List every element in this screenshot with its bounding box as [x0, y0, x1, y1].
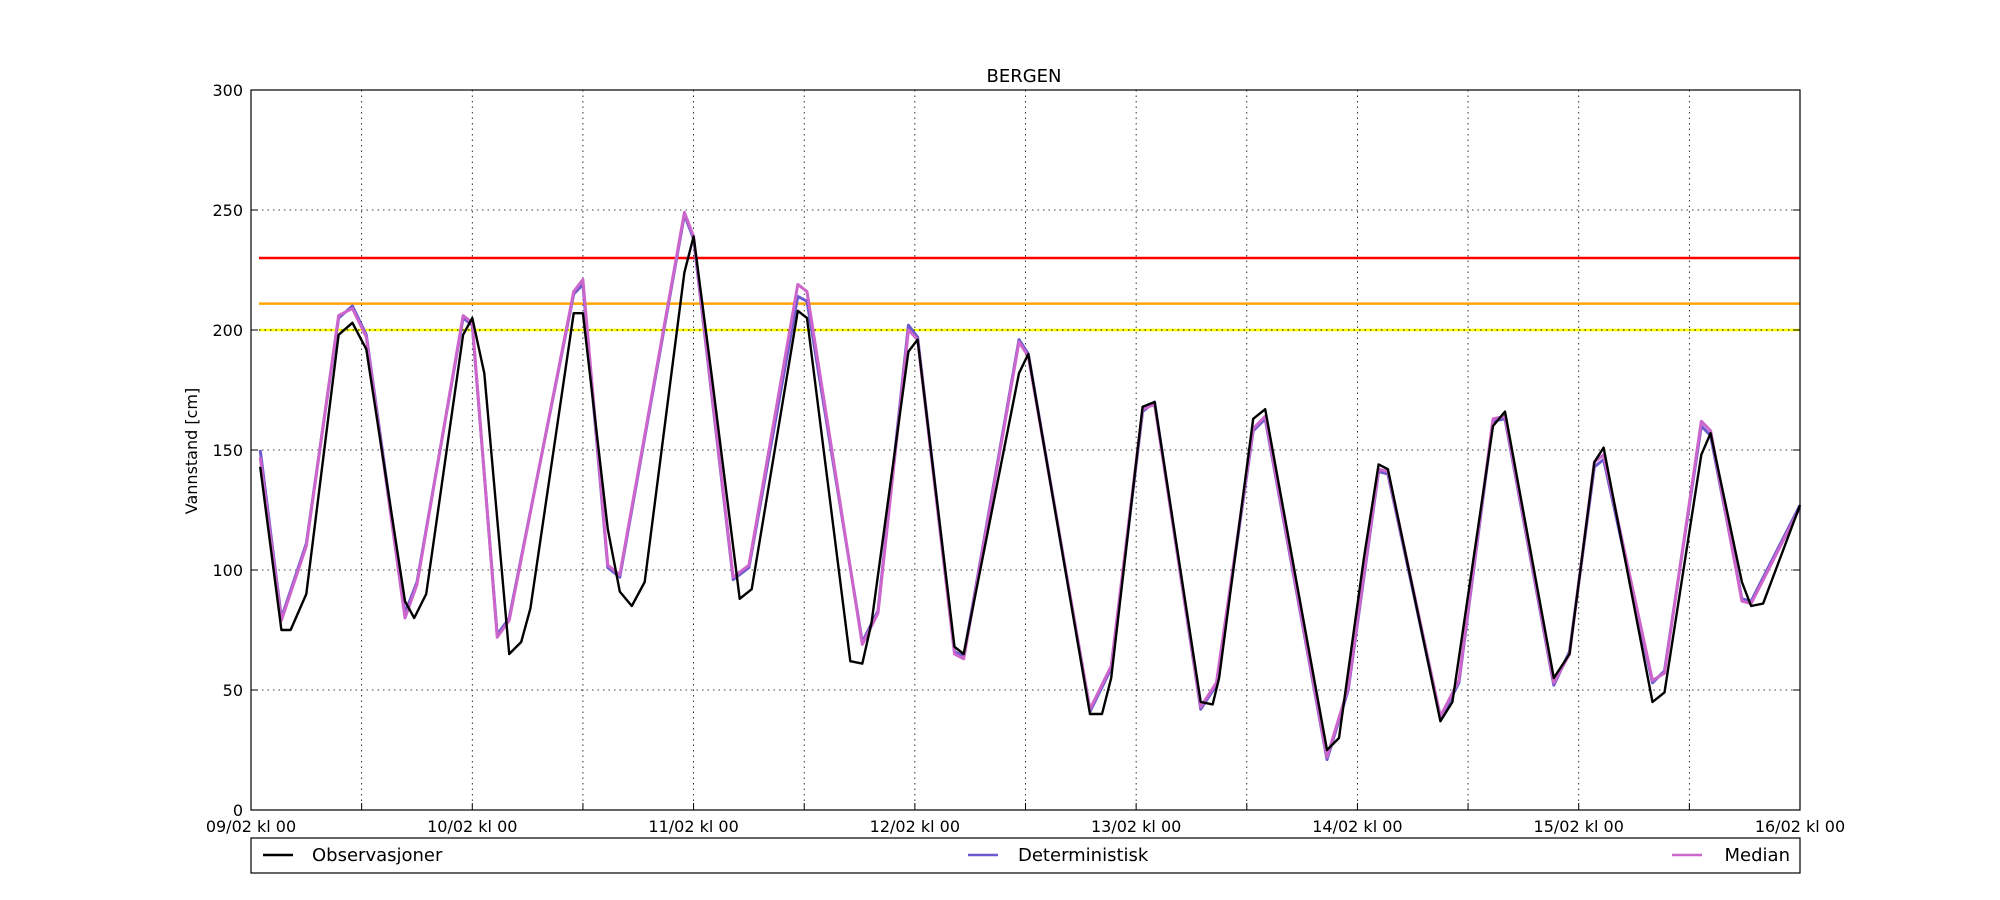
y-tick-label: 250: [212, 201, 243, 220]
x-tick-label: 14/02 kl 00: [1312, 817, 1402, 836]
y-tick-label: 100: [212, 561, 243, 580]
legend-label: Deterministisk: [1018, 845, 1149, 866]
y-tick-label: 0: [233, 801, 243, 820]
series-lines: [258, 210, 1802, 762]
y-ticks: 0 50 100 150 200 250 300: [212, 81, 1800, 820]
x-tick-label: 11/02 kl 00: [648, 817, 738, 836]
legend-label: Median: [1725, 845, 1790, 866]
x-tick-label: 09/02 kl 00: [206, 817, 296, 836]
legend-frame: [250, 837, 1801, 874]
y-tick-label: 300: [212, 81, 243, 100]
x-tick-label: 10/02 kl 00: [427, 817, 517, 836]
threshold-lines: [259, 256, 1800, 332]
y-tick-label: 50: [223, 681, 243, 700]
gridlines: [251, 90, 1800, 810]
series-line-observasjoner: [259, 235, 1802, 752]
x-tick-label: 16/02 kl 00: [1755, 817, 1845, 836]
y-tick-label: 150: [212, 441, 243, 460]
legend: Observasjoner Deterministisk Median: [250, 837, 1801, 874]
y-tick-label: 200: [212, 321, 243, 340]
legend-label: Observasjoner: [312, 845, 443, 866]
x-tick-label: 12/02 kl 00: [870, 817, 960, 836]
x-tick-label: 13/02 kl 00: [1091, 817, 1181, 836]
x-tick-label: 15/02 kl 00: [1534, 817, 1624, 836]
x-ticks: 09/02 kl 00 10/02 kl 00 11/02 kl 00 12/02 k…: [206, 803, 1845, 836]
chart-title: BERGEN: [986, 66, 1061, 87]
y-axis-label: Vannstand [cm]: [182, 388, 201, 514]
